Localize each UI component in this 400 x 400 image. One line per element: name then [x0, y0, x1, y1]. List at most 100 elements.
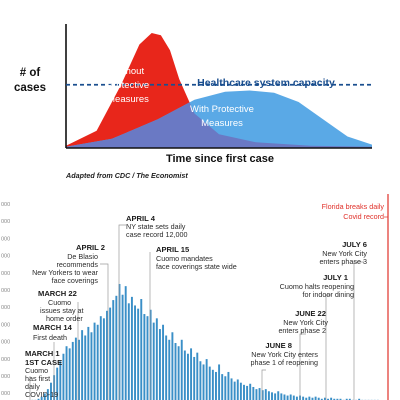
daily-case-bar: [46, 389, 49, 400]
daily-case-bar: [233, 381, 236, 400]
y-tick-label: 000: [1, 254, 10, 260]
daily-case-bar: [168, 339, 171, 400]
annotation-march-1-date: MARCH 1: [25, 349, 60, 358]
daily-case-bar: [177, 346, 180, 400]
y-tick-label: 000: [1, 374, 10, 380]
y-tick-label: 000: [1, 305, 10, 311]
daily-case-bar: [59, 361, 62, 400]
y-tick-label: 000: [1, 236, 10, 242]
daily-case-bar: [267, 391, 270, 400]
annotation-june-22-date: JUNE 22: [295, 309, 326, 318]
daily-case-bar: [333, 398, 336, 400]
daily-case-bar: [280, 393, 283, 400]
y-tick-label: 000: [1, 288, 10, 294]
daily-case-bar: [118, 284, 121, 400]
daily-case-bar: [255, 389, 258, 400]
daily-case-bar: [134, 305, 136, 400]
daily-case-bar: [137, 308, 140, 400]
source-note: Adapted from CDC / The Economist: [65, 171, 188, 180]
annotation-april-15-line-1: Cuomo mandates: [156, 254, 213, 263]
daily-case-bar: [50, 382, 52, 400]
annotation-march-22-line-3: home order: [46, 314, 83, 323]
daily-case-bar: [215, 371, 217, 400]
daily-case-bar: [274, 393, 277, 400]
annotation-july-1-line-2: for indoor dining: [302, 290, 354, 299]
daily-case-bar: [317, 397, 320, 400]
daily-case-bar: [286, 395, 289, 400]
leader-april-2: [100, 263, 109, 400]
annotation-march-1-line-2: has first: [25, 374, 50, 383]
daily-case-bar: [74, 337, 77, 400]
annotation-march-1-line-3: daily: [25, 382, 40, 391]
series-label-without-2: Protective: [107, 80, 149, 91]
daily-case-bar: [96, 324, 99, 400]
daily-case-bar: [112, 300, 115, 400]
daily-case-bar: [158, 329, 161, 400]
leader-june-22: [299, 333, 306, 400]
annotation-june-8-line-2: phase 1 of reopening: [250, 358, 318, 367]
annotation-april-2-line-3: New Yorkers to wear: [32, 268, 99, 277]
leader-april-4: [118, 224, 126, 400]
annotation-april-2-line-1: De Blasio: [67, 252, 98, 261]
daily-case-bar: [295, 396, 298, 400]
daily-case-bar: [358, 398, 361, 400]
annotation-march-1-sub: 1ST CASE: [25, 358, 62, 367]
daily-case-bar: [183, 350, 186, 400]
daily-case-bar: [37, 398, 40, 400]
daily-case-bar: [199, 361, 202, 400]
daily-case-bar: [271, 392, 273, 400]
daily-case-bar: [40, 396, 43, 400]
leader-july-6: [353, 261, 364, 400]
annotation-june-8-line-1: New York City enters: [251, 350, 318, 359]
annotation-april-4-line-2: case record 12,000: [126, 230, 188, 239]
y-tick-label: 000: [1, 202, 10, 208]
y-tick-label: 000: [1, 322, 10, 328]
daily-case-bar: [308, 396, 311, 400]
daily-case-bar: [252, 386, 255, 400]
series-label-with-2: Measures: [201, 118, 243, 129]
daily-case-bar: [283, 394, 286, 400]
daily-case-bar: [239, 382, 242, 400]
daily-case-bar: [323, 397, 326, 400]
bar-series-group: [31, 284, 379, 400]
daily-case-bar: [84, 335, 87, 400]
area-without-measures: [66, 33, 372, 148]
daily-case-bar: [162, 324, 165, 400]
daily-case-bar: [305, 397, 308, 400]
daily-case-bar: [87, 326, 90, 400]
daily-case-bar: [146, 316, 149, 400]
daily-case-bar: [246, 385, 249, 400]
leader-june-8: [261, 369, 266, 400]
annotation-april-2-line-4: face coverings: [52, 276, 99, 285]
daily-case-bar: [196, 352, 199, 400]
leader-july-1: [325, 294, 332, 400]
daily-case-bar: [190, 348, 193, 400]
y-tick-label: 000: [1, 391, 10, 397]
annotation-april-2-date: APRIL 2: [76, 243, 105, 252]
daily-case-bar: [62, 353, 65, 400]
daily-case-bar: [258, 388, 261, 400]
daily-case-bar: [339, 398, 342, 400]
daily-case-bar: [140, 299, 143, 400]
daily-case-bar: [152, 322, 155, 400]
daily-case-bar: [71, 341, 74, 400]
daily-case-bar: [314, 396, 317, 400]
daily-case-bar: [320, 398, 323, 400]
annotation-april-15-date: APRIL 15: [156, 245, 190, 254]
daily-case-bar: [43, 393, 46, 400]
daily-case-bar: [124, 286, 127, 400]
daily-cases-chart: 000 000 000 000 000 000 000 000 000 000 000 000 Flo…: [1, 194, 389, 400]
daily-case-bar: [174, 343, 177, 400]
area-series-group: [66, 33, 372, 148]
annotation-april-4-date: APRIL 4: [126, 214, 156, 223]
annotation-march-22-date: MARCH 22: [38, 289, 77, 298]
annotation-june-22-line-1: New York City: [283, 318, 328, 327]
annotation-march-14-line-1: First death: [33, 333, 67, 342]
daily-case-bar: [236, 379, 239, 400]
daily-case-bar: [218, 364, 221, 400]
y-tick-group: 000 000 000 000 000 000 000 000 000 000 000 000: [1, 202, 10, 397]
annotation-march-22-line-1: Cuomo: [48, 298, 71, 307]
daily-case-bar: [90, 332, 93, 400]
annotation-april-15-line-2: face coverings state wide: [156, 262, 237, 271]
daily-case-bar: [348, 398, 351, 400]
